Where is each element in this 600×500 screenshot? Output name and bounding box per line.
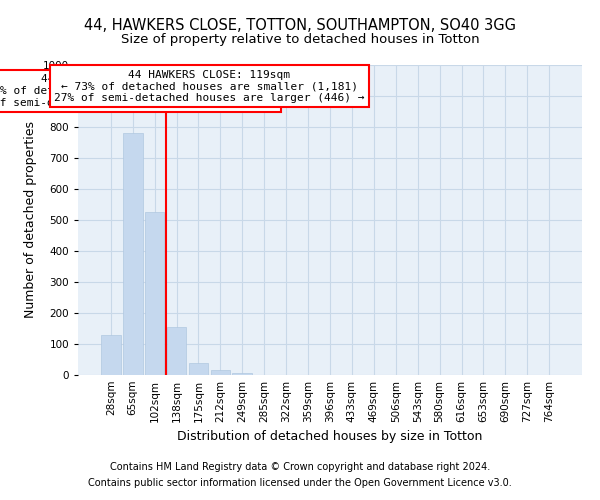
Text: Contains HM Land Registry data © Crown copyright and database right 2024.: Contains HM Land Registry data © Crown c… — [110, 462, 490, 472]
Text: 44 HAWKERS CLOSE: 119sqm
← 73% of detached houses are smaller (1,181)
27% of sem: 44 HAWKERS CLOSE: 119sqm ← 73% of detach… — [0, 74, 277, 108]
Bar — [145, 212, 164, 375]
Text: 44 HAWKERS CLOSE: 119sqm
← 73% of detached houses are smaller (1,181)
27% of sem: 44 HAWKERS CLOSE: 119sqm ← 73% of detach… — [54, 70, 365, 103]
Bar — [211, 370, 230, 375]
Y-axis label: Number of detached properties: Number of detached properties — [24, 122, 37, 318]
Bar — [188, 362, 208, 375]
Bar — [232, 374, 252, 375]
Text: 44, HAWKERS CLOSE, TOTTON, SOUTHAMPTON, SO40 3GG: 44, HAWKERS CLOSE, TOTTON, SOUTHAMPTON, … — [84, 18, 516, 32]
Bar — [101, 334, 121, 375]
Text: Contains public sector information licensed under the Open Government Licence v3: Contains public sector information licen… — [88, 478, 512, 488]
Text: Size of property relative to detached houses in Totton: Size of property relative to detached ho… — [121, 32, 479, 46]
X-axis label: Distribution of detached houses by size in Totton: Distribution of detached houses by size … — [178, 430, 482, 444]
Bar — [167, 327, 187, 375]
Bar — [123, 133, 143, 375]
